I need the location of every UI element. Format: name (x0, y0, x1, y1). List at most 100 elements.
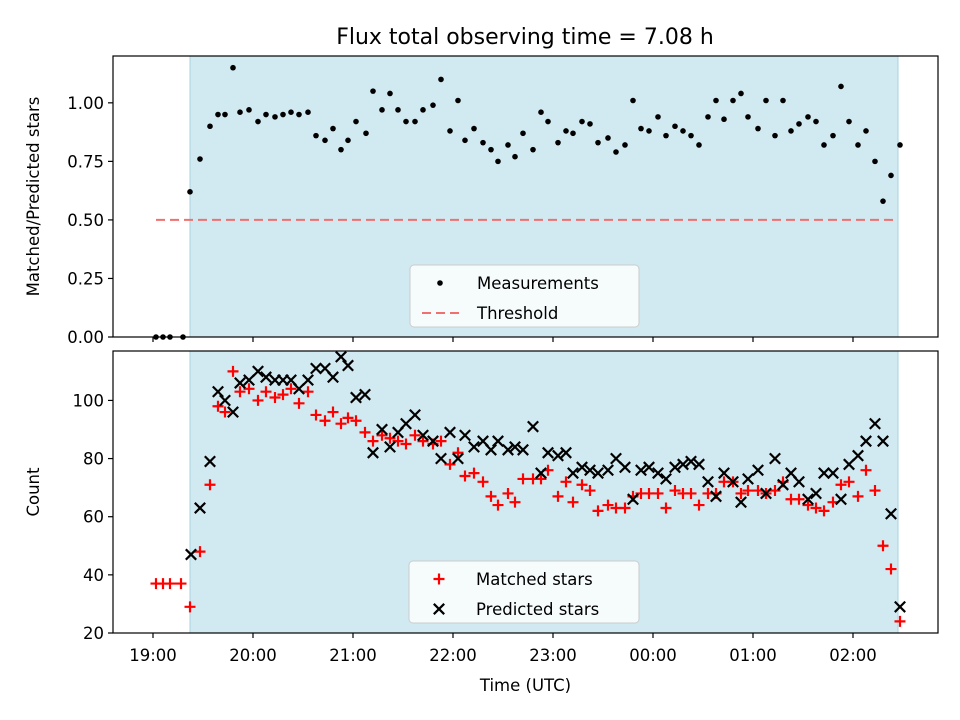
predicted-star-point (527, 420, 539, 433)
predicted-star-point (359, 388, 371, 401)
legend-label-measurements: Measurements (477, 274, 599, 293)
axes-frame (112, 55, 939, 338)
matched-star-point (409, 429, 421, 441)
measurement-point (563, 128, 569, 134)
predicted-star-point (367, 446, 379, 459)
predicted-star-point (212, 385, 224, 398)
matched-star-point (243, 383, 255, 395)
predicted-star-point (742, 472, 754, 485)
measurement-point (420, 107, 426, 113)
x-tick-label: 01:00 (729, 646, 777, 665)
matched-star-point (194, 546, 206, 558)
predicted-star-point (718, 467, 730, 480)
predicted-star-point (869, 417, 881, 430)
measurement-point (330, 125, 336, 132)
matched-star-point (602, 499, 614, 511)
matched-star-point (219, 406, 231, 418)
matched-star-point (227, 365, 239, 377)
matched-star-point (835, 479, 847, 491)
predicted-star-point (793, 475, 805, 488)
measurement-point (338, 146, 344, 153)
measurement-point (305, 109, 311, 115)
matched-star-point (567, 496, 579, 508)
matched-star-point (459, 470, 471, 482)
measurement-point (387, 90, 393, 97)
predicted-star-point (769, 452, 781, 465)
predicted-star-point (652, 467, 664, 480)
predicted-star-point (444, 426, 456, 439)
x-tick-label: 02:00 (829, 646, 877, 665)
measurement-point (353, 118, 359, 125)
predicted-star-point (567, 467, 579, 480)
matched-star-point (669, 485, 681, 497)
matched-star-point (468, 467, 480, 479)
predicted-star-point (843, 458, 855, 471)
matched-star-point (252, 394, 264, 406)
predicted-star-point (535, 467, 547, 480)
predicted-star-point (660, 472, 672, 485)
matched-star-point (660, 502, 672, 514)
measurement-point (403, 118, 409, 125)
predicted-star-point (350, 391, 362, 404)
measurement-point (763, 97, 769, 104)
measurement-point (630, 97, 636, 104)
matched-star-point (652, 487, 664, 499)
matched-star-point (843, 476, 855, 488)
predicted-star-point (777, 478, 789, 491)
matched-star-point (212, 400, 224, 412)
measurement-point (638, 125, 644, 132)
predicted-star-point (627, 493, 639, 506)
measurement-point (462, 137, 468, 144)
predicted-star-point (227, 406, 239, 419)
matched-star-point (164, 578, 176, 590)
matched-star-point (852, 490, 864, 502)
legend-label-threshold: Threshold (476, 304, 558, 323)
measurement-point (605, 135, 611, 141)
measurement-point (395, 107, 401, 113)
matched-star-point (885, 563, 897, 575)
matched-star-point (552, 490, 564, 502)
predicted-star-point (384, 440, 396, 453)
matched-star-point (359, 426, 371, 438)
measurement-point (296, 111, 302, 118)
predicted-star-point (894, 600, 906, 613)
predicted-star-point (485, 443, 497, 456)
matched-star-point (234, 386, 246, 398)
measurement-point (505, 142, 511, 148)
predicted-star-point (194, 502, 206, 514)
predicted-star-point (517, 443, 529, 456)
matched-star-point (818, 505, 830, 517)
predicted-star-point (810, 487, 822, 500)
measurement-point (721, 116, 727, 123)
predicted-star-point (293, 382, 305, 395)
predicted-star-point (433, 603, 445, 615)
measurement-point (488, 146, 494, 153)
measurement-point (272, 114, 278, 120)
matched-star-point (517, 473, 529, 485)
measurement-point (370, 88, 376, 94)
measurement-point (696, 142, 702, 148)
measurement-point (705, 114, 711, 120)
measurement-point (730, 97, 736, 104)
matched-star-point (576, 479, 588, 491)
matched-star-point (685, 487, 697, 499)
predicted-star-point (185, 548, 197, 561)
legend-label-matched-stars: Matched stars (476, 570, 593, 589)
measurement-point (788, 128, 794, 134)
predicted-star-point (760, 487, 772, 500)
matched-star-point (793, 493, 805, 505)
predicted-star-point (342, 359, 354, 372)
matched-star-point (335, 418, 347, 430)
y-axis-label: Matched/Predicted stars (24, 97, 43, 297)
y-axis-label: Count (24, 467, 43, 517)
measurement-point (555, 139, 561, 146)
matched-star-point (502, 487, 514, 499)
predicted-star-point (877, 435, 889, 448)
measurement-point (579, 118, 585, 125)
measurement-point (821, 142, 827, 148)
measurement-point (846, 118, 852, 125)
predicted-star-point (552, 449, 564, 462)
legend: Matched stars Predicted stars (408, 560, 640, 624)
measurement-point (570, 130, 576, 137)
